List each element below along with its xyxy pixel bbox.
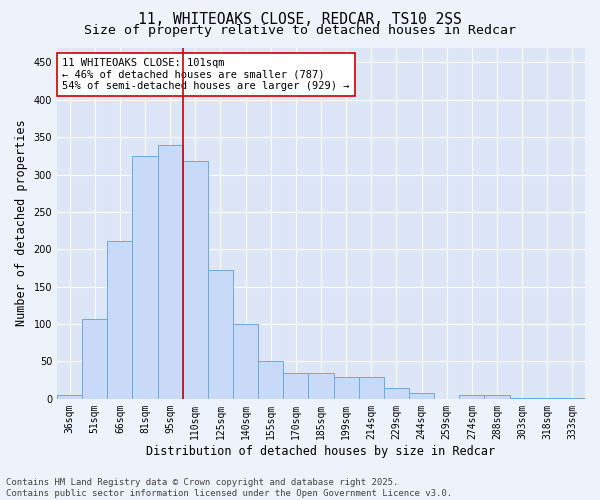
Y-axis label: Number of detached properties: Number of detached properties (15, 120, 28, 326)
Bar (283, 372, 308, 399)
Text: 11 WHITEOAKS CLOSE: 101sqm
← 46% of detached houses are smaller (787)
54% of sem: 11 WHITEOAKS CLOSE: 101sqm ← 46% of deta… (62, 58, 350, 91)
Bar (359, 377, 384, 399)
Bar (183, 161, 208, 399)
Bar (82, 319, 107, 399)
Bar (509, 398, 535, 399)
Bar (560, 398, 585, 399)
Text: Size of property relative to detached houses in Redcar: Size of property relative to detached ho… (84, 24, 516, 37)
X-axis label: Distribution of detached houses by size in Redcar: Distribution of detached houses by size … (146, 444, 496, 458)
Bar (233, 324, 258, 399)
Bar (409, 393, 434, 399)
Bar (308, 372, 334, 399)
Bar (208, 270, 233, 399)
Bar (535, 398, 560, 399)
Bar (57, 395, 82, 399)
Bar (133, 156, 158, 399)
Bar (158, 144, 183, 399)
Bar (459, 395, 484, 399)
Bar (107, 241, 133, 399)
Bar (484, 395, 509, 399)
Bar (334, 377, 359, 399)
Text: 11, WHITEOAKS CLOSE, REDCAR, TS10 2SS: 11, WHITEOAKS CLOSE, REDCAR, TS10 2SS (138, 12, 462, 28)
Bar (384, 388, 409, 399)
Text: Contains HM Land Registry data © Crown copyright and database right 2025.
Contai: Contains HM Land Registry data © Crown c… (6, 478, 452, 498)
Bar (258, 362, 283, 399)
